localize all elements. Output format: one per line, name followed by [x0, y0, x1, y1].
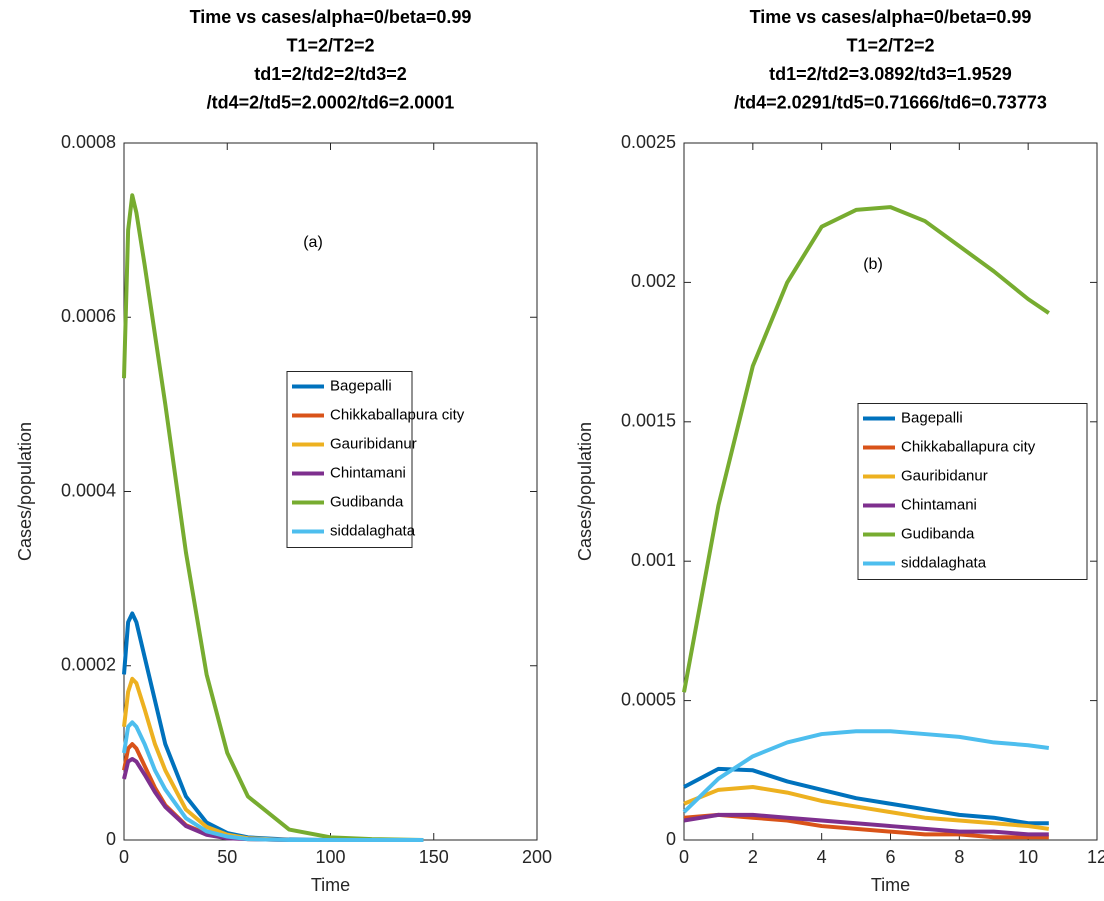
y-tick-label: 0 — [106, 829, 116, 849]
series-line — [683, 766, 1049, 826]
legend: Bagepalli Chikkaballapura city Gauribidanu… — [286, 371, 465, 548]
series-line — [122, 720, 424, 842]
legend-box — [857, 403, 1088, 580]
series-line — [683, 785, 1050, 831]
legend-box — [286, 371, 413, 548]
y-tick-label: 0.0025 — [621, 132, 676, 152]
legend-label: Gauribidanur — [330, 435, 417, 452]
series-line — [122, 756, 424, 842]
x-tick-label: 200 — [522, 847, 552, 867]
x-tick-label: 2 — [748, 847, 758, 867]
y-tick-label: 0 — [666, 829, 676, 849]
chart-title: /td4=2/td5=2.0002/td6=2.0001 — [207, 92, 455, 112]
legend-label: Bagepalli — [901, 409, 963, 426]
y-tick-label: 0.0004 — [61, 480, 116, 500]
axes-box — [683, 142, 1098, 841]
legend-label: Chikkaballapura city — [901, 438, 1036, 455]
x-tick-label: 8 — [954, 847, 964, 867]
annotation: (b) — [863, 256, 883, 273]
x-tick-label: 6 — [885, 847, 895, 867]
y-tick-label: 0.001 — [631, 550, 676, 570]
y-tick-label: 0.0008 — [61, 132, 116, 152]
legend-label: Chintamani — [330, 464, 406, 481]
y-axis-label: Cases/population — [15, 422, 35, 561]
x-tick-label: 50 — [217, 847, 237, 867]
x-tick-label: 0 — [119, 847, 129, 867]
legend-label: Bagepalli — [330, 377, 392, 394]
series-line — [682, 205, 1050, 693]
legend-label: Chikkaballapura city — [330, 406, 465, 423]
y-tick-label: 0.002 — [631, 271, 676, 291]
legend-label: siddalaghata — [330, 522, 416, 539]
chart-title: td1=2/td2=3.0892/td3=1.9529 — [769, 64, 1012, 84]
subplot: Time vs cases/alpha=0/beta=0.99 T1=2/T2=2… — [575, 7, 1104, 895]
chart-title: T1=2/T2=2 — [286, 35, 374, 55]
legend-label: Gauribidanur — [901, 467, 988, 484]
x-axis-label: Time — [871, 875, 910, 895]
x-tick-label: 150 — [419, 847, 449, 867]
x-tick-label: 100 — [315, 847, 345, 867]
chart-title: td1=2/td2=2/td3=2 — [254, 64, 407, 84]
y-tick-label: 0.0015 — [621, 411, 676, 431]
legend-label: Gudibanda — [330, 493, 404, 510]
x-tick-label: 0 — [679, 847, 689, 867]
series-line — [683, 812, 1049, 837]
series-line — [682, 729, 1050, 814]
x-tick-label: 4 — [817, 847, 827, 867]
y-tick-label: 0.0006 — [61, 306, 116, 326]
annotation: (a) — [303, 234, 323, 251]
y-tick-label: 0.0002 — [61, 655, 116, 675]
chart-title: T1=2/T2=2 — [846, 35, 934, 55]
x-tick-label: 10 — [1018, 847, 1038, 867]
legend: Bagepalli Chikkaballapura city Gauribidanu… — [857, 403, 1088, 580]
legend-label: Gudibanda — [901, 525, 975, 542]
y-axis-label: Cases/population — [575, 422, 595, 561]
chart-title: Time vs cases/alpha=0/beta=0.99 — [190, 7, 472, 27]
series-line — [122, 193, 424, 842]
legend-label: Chintamani — [901, 496, 977, 513]
y-tick-label: 0.0005 — [621, 689, 676, 709]
x-tick-label: 12 — [1087, 847, 1104, 867]
subplot: Time vs cases/alpha=0/beta=0.99 T1=2/T2=2… — [15, 7, 552, 895]
x-axis-label: Time — [311, 875, 350, 895]
series-line — [683, 812, 1049, 840]
chart-title: /td4=2.0291/td5=0.71666/td6=0.73773 — [734, 92, 1047, 112]
chart-title: Time vs cases/alpha=0/beta=0.99 — [750, 7, 1032, 27]
legend-label: siddalaghata — [901, 554, 987, 571]
